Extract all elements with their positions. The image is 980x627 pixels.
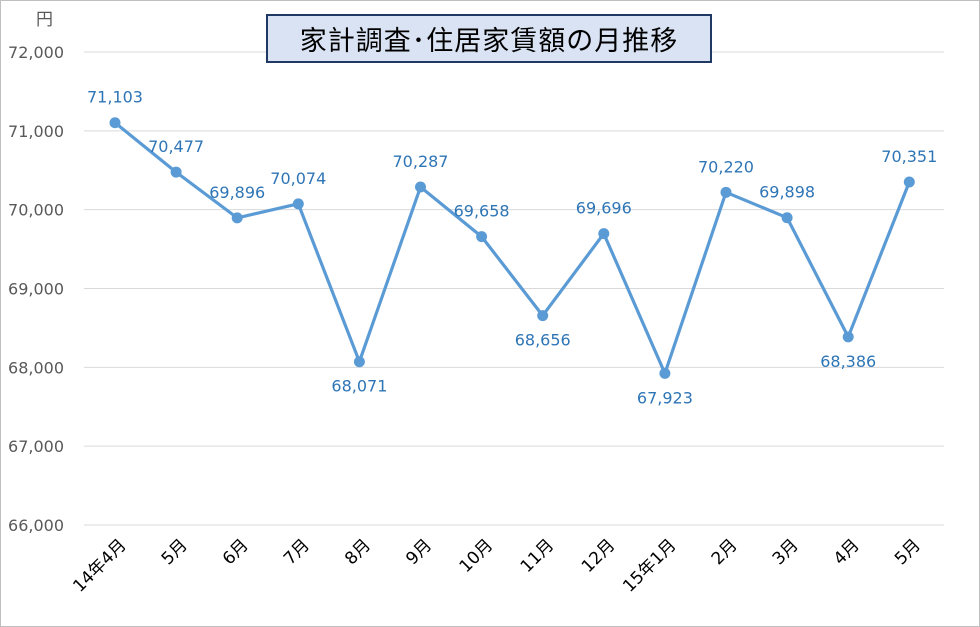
- data-label: 71,103: [87, 88, 143, 107]
- series-line: [113, 121, 911, 375]
- x-tick-label: 7月: [280, 535, 314, 569]
- data-label: 68,071: [331, 377, 387, 396]
- x-tick-label: 5月: [891, 535, 925, 569]
- x-tick-label: 8月: [341, 535, 375, 569]
- data-point: [292, 198, 304, 210]
- y-tick-label: 66,000: [8, 516, 64, 535]
- data-point: [659, 367, 671, 379]
- data-point: [415, 181, 426, 193]
- data-point: [842, 331, 854, 343]
- data-label: 69,898: [759, 183, 815, 202]
- data-point: [903, 176, 915, 188]
- data-point: [720, 186, 732, 198]
- y-tick-label: 67,000: [8, 437, 64, 456]
- y-tick-label: 71,000: [8, 122, 64, 141]
- chart-title: 家計調査･住居家賃額の月推移: [266, 14, 712, 63]
- x-tick-label: 2月: [708, 535, 742, 569]
- data-point: [537, 310, 549, 322]
- x-tick-label: 12月: [578, 535, 619, 576]
- x-tick-label: 11月: [517, 535, 558, 576]
- x-tick-label: 4月: [830, 535, 864, 569]
- data-points: [109, 117, 915, 379]
- x-tick-label: 5月: [158, 535, 192, 569]
- data-point: [231, 212, 243, 224]
- gridlines: [84, 51, 944, 526]
- data-point: [109, 117, 121, 129]
- data-label: 69,696: [576, 199, 632, 218]
- y-axis-tick-labels: 66,000 67,000 68,000 69,000 70,000 71,000 72,0…: [8, 43, 64, 535]
- x-tick-label: 3月: [769, 535, 803, 569]
- x-tick-label: 9月: [402, 535, 436, 569]
- data-label: 68,656: [515, 331, 571, 350]
- y-tick-label: 68,000: [8, 358, 64, 377]
- data-point: [353, 356, 365, 368]
- x-tick-label: 6月: [219, 535, 253, 569]
- data-label: 70,074: [270, 169, 326, 188]
- x-tick-label: 15年1月: [619, 535, 680, 596]
- data-label: 70,287: [393, 152, 449, 171]
- data-label: 70,477: [148, 137, 204, 156]
- y-tick-label: 70,000: [8, 201, 64, 220]
- data-point: [170, 166, 182, 178]
- data-label: 69,658: [454, 202, 510, 221]
- x-tick-label: 10月: [456, 535, 497, 576]
- data-label: 68,386: [820, 352, 876, 371]
- y-tick-label: 69,000: [8, 280, 64, 299]
- data-point: [598, 228, 610, 240]
- data-label: 70,351: [881, 147, 937, 166]
- data-label: 69,896: [209, 183, 265, 202]
- y-axis-unit-label: 円: [36, 10, 53, 30]
- data-label: 67,923: [637, 388, 693, 407]
- data-label: 70,220: [698, 157, 754, 176]
- data-point: [781, 212, 793, 224]
- x-tick-label: 14年4月: [69, 535, 130, 596]
- x-axis-tick-labels: 14年4月 5月 6月 7月 8月 9月 10月 11月 12月 15年1月 2月 3月 4月 5月: [69, 535, 924, 596]
- data-labels: 71,103 70,477 69,896 70,074 68,071 70,287 69,6…: [87, 88, 937, 408]
- y-tick-label: 72,000: [8, 43, 64, 62]
- data-point: [476, 231, 488, 243]
